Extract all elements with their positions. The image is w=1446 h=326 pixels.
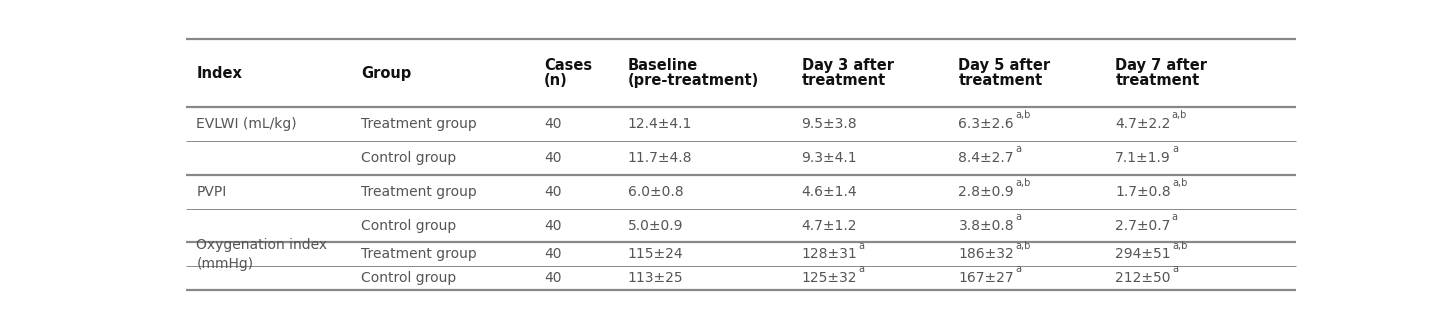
Text: Group: Group (362, 66, 412, 81)
Text: 212±50: 212±50 (1115, 271, 1171, 285)
Text: Treatment group: Treatment group (362, 247, 477, 261)
Text: a: a (1015, 212, 1021, 222)
Text: 113±25: 113±25 (628, 271, 684, 285)
Text: a,b: a,b (1015, 178, 1031, 188)
Text: Treatment group: Treatment group (362, 117, 477, 131)
Text: a,b: a,b (1015, 110, 1031, 120)
Text: treatment: treatment (1115, 73, 1200, 88)
Text: 4.7±1.2: 4.7±1.2 (801, 218, 857, 232)
Text: Control group: Control group (362, 218, 457, 232)
Text: 167±27: 167±27 (959, 271, 1014, 285)
Text: 40: 40 (544, 185, 561, 199)
Text: Index: Index (197, 66, 243, 81)
Text: a: a (1171, 212, 1178, 222)
Text: a,b: a,b (1173, 178, 1187, 188)
Text: Control group: Control group (362, 271, 457, 285)
Text: Day 5 after: Day 5 after (959, 58, 1051, 73)
Text: Cases: Cases (544, 58, 591, 73)
Text: 9.5±3.8: 9.5±3.8 (801, 117, 857, 131)
Text: 4.7±2.2: 4.7±2.2 (1115, 117, 1171, 131)
Text: 40: 40 (544, 151, 561, 165)
Text: Baseline: Baseline (628, 58, 698, 73)
Text: 128±31: 128±31 (801, 247, 857, 261)
Text: a: a (1173, 264, 1178, 274)
Text: a: a (1015, 264, 1021, 274)
Text: treatment: treatment (801, 73, 886, 88)
Text: 6.3±2.6: 6.3±2.6 (959, 117, 1014, 131)
Text: 9.3±4.1: 9.3±4.1 (801, 151, 857, 165)
Text: 115±24: 115±24 (628, 247, 684, 261)
Text: a,b: a,b (1173, 241, 1187, 251)
Text: a: a (1015, 144, 1021, 154)
Text: 12.4±4.1: 12.4±4.1 (628, 117, 693, 131)
Text: EVLWI (mL/kg): EVLWI (mL/kg) (197, 117, 296, 131)
Text: a: a (859, 241, 865, 251)
Text: (pre-treatment): (pre-treatment) (628, 73, 759, 88)
Text: treatment: treatment (959, 73, 1043, 88)
Text: 11.7±4.8: 11.7±4.8 (628, 151, 693, 165)
Text: 4.6±1.4: 4.6±1.4 (801, 185, 857, 199)
Text: 40: 40 (544, 271, 561, 285)
Text: PVPI: PVPI (197, 185, 227, 199)
Text: 125±32: 125±32 (801, 271, 857, 285)
Text: 40: 40 (544, 117, 561, 131)
Text: 2.8±0.9: 2.8±0.9 (959, 185, 1014, 199)
Text: 1.7±0.8: 1.7±0.8 (1115, 185, 1171, 199)
Text: 7.1±1.9: 7.1±1.9 (1115, 151, 1171, 165)
Text: Day 7 after: Day 7 after (1115, 58, 1207, 73)
Text: Treatment group: Treatment group (362, 185, 477, 199)
Text: 8.4±2.7: 8.4±2.7 (959, 151, 1014, 165)
Text: 186±32: 186±32 (959, 247, 1014, 261)
Text: Control group: Control group (362, 151, 457, 165)
Text: Oxygenation index: Oxygenation index (197, 238, 328, 252)
Text: a: a (1173, 144, 1178, 154)
Text: a,b: a,b (1171, 110, 1187, 120)
Text: (n): (n) (544, 73, 568, 88)
Text: 40: 40 (544, 247, 561, 261)
Text: 294±51: 294±51 (1115, 247, 1171, 261)
Text: 40: 40 (544, 218, 561, 232)
Text: 6.0±0.8: 6.0±0.8 (628, 185, 684, 199)
Text: 3.8±0.8: 3.8±0.8 (959, 218, 1014, 232)
Text: 2.7±0.7: 2.7±0.7 (1115, 218, 1171, 232)
Text: a,b: a,b (1015, 241, 1031, 251)
Text: (mmHg): (mmHg) (197, 257, 253, 271)
Text: Day 3 after: Day 3 after (801, 58, 894, 73)
Text: a: a (859, 264, 865, 274)
Text: 5.0±0.9: 5.0±0.9 (628, 218, 684, 232)
